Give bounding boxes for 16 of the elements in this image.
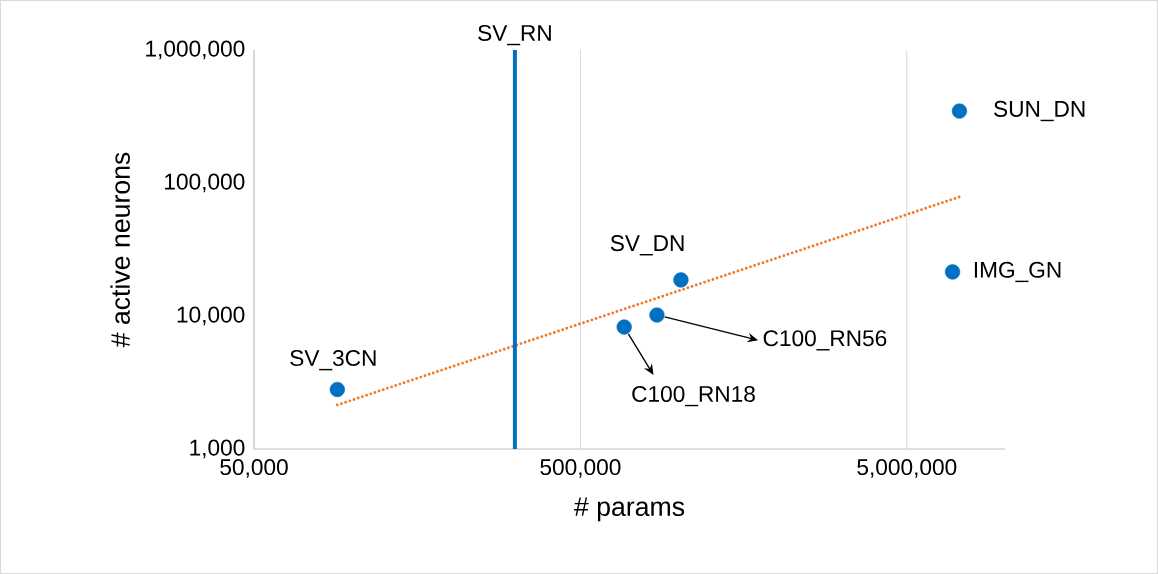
y-tick-label: 1,000	[190, 439, 245, 459]
x-tick-label: 500,000	[540, 459, 621, 478]
x-tick-label: 5,000,000	[857, 459, 957, 478]
annotation: C100_RN56	[763, 330, 887, 351]
annotation: IMG_GN	[974, 261, 1061, 283]
annotation: SV_DN	[610, 235, 684, 256]
y-tick-label: 10,000	[177, 306, 245, 326]
x-axis-title: # params	[574, 497, 685, 522]
annotation: SUN_DN	[994, 100, 1085, 122]
ref-line-label: SV_RN	[478, 24, 551, 46]
y-tick-label: 100,000	[165, 173, 245, 193]
annotation: C100_RN18	[632, 385, 755, 407]
x-tick-label: 50,000	[220, 459, 288, 478]
y-axis-title: # active neurons	[110, 152, 130, 348]
annotation: SV_3CN	[290, 350, 376, 371]
y-tick-label: 1,000,000	[146, 40, 245, 60]
